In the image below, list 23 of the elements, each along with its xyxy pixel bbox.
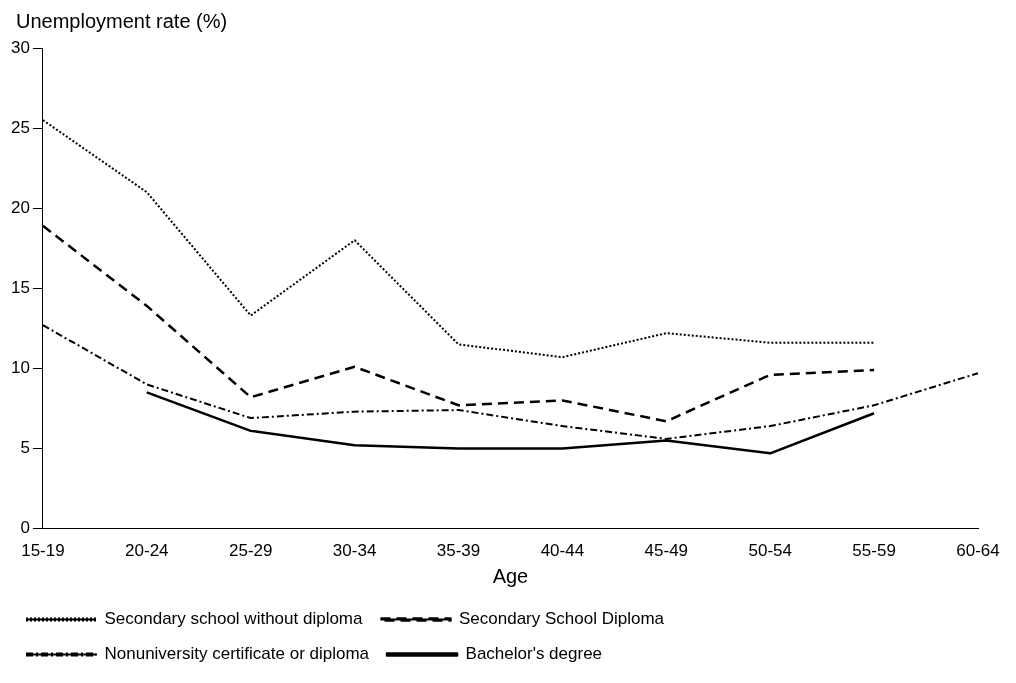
x-tick-label: 15-19	[21, 541, 65, 561]
y-tick-label: 0	[20, 518, 30, 538]
x-tick-label: 40-44	[540, 541, 585, 561]
y-tick-label: 25	[10, 117, 30, 137]
legend-label: Bachelor's degree	[465, 644, 603, 664]
x-tick-label: 25-29	[228, 541, 273, 561]
legend-label: Nonuniversity certificate or diploma	[104, 644, 370, 664]
y-tick-label: 30	[10, 37, 30, 57]
x-tick-label: 20-24	[125, 541, 169, 561]
y-tick-label: 15	[10, 277, 30, 297]
legend-label: Secondary school without diploma	[104, 609, 364, 629]
y-tick-label: 5	[20, 438, 30, 458]
legend-label: Secondary School Diploma	[458, 609, 665, 629]
x-tick-label: 30-34	[332, 541, 377, 561]
x-tick-label: 45-49	[644, 541, 689, 561]
x-axis-title: Age	[492, 564, 529, 587]
y-axis-title: Unemployment rate (%)	[16, 9, 228, 32]
y-tick-label: 10	[10, 358, 30, 378]
y-tick-label: 20	[10, 197, 30, 217]
x-tick-label: 60-64	[956, 541, 1000, 561]
x-tick-label: 35-39	[436, 541, 481, 561]
x-tick-label: 55-59	[852, 541, 896, 561]
x-tick-label: 50-54	[748, 541, 792, 561]
